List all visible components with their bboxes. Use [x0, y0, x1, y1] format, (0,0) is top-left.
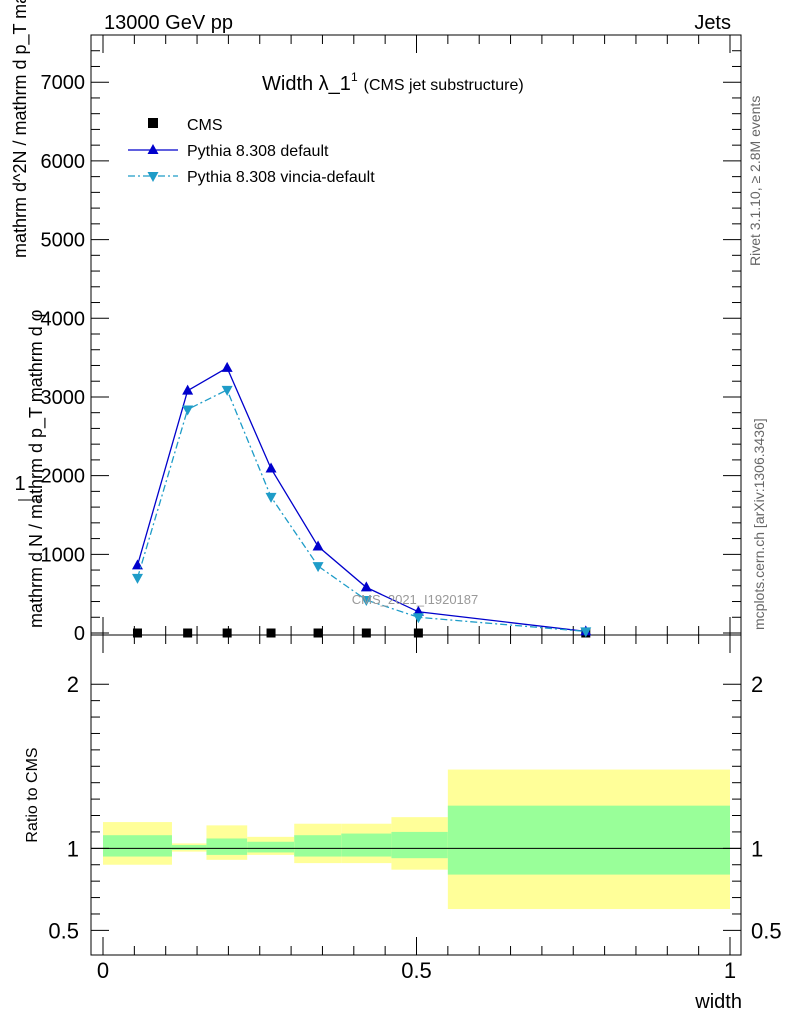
cms-data-point — [266, 628, 276, 638]
vincia-data-point — [182, 405, 194, 416]
main-y-tick-label: 5000 — [41, 230, 86, 252]
ratio-y-tick-label-right: 2 — [751, 672, 763, 697]
vincia-data-point — [412, 613, 424, 624]
series-group — [131, 361, 592, 638]
vincia-data-point — [360, 595, 372, 606]
legend-default-marker — [147, 144, 159, 154]
legend-vincia-label: Pythia 8.308 vincia-default — [187, 169, 375, 186]
cms-data-point — [132, 628, 142, 638]
legend-cms-label: CMS — [187, 117, 223, 134]
main-y-tick-label: 0 — [74, 623, 85, 645]
header-right: Jets — [694, 12, 731, 34]
ratio-y-label: Ratio to CMS — [24, 747, 41, 842]
default-data-point — [182, 384, 194, 395]
vincia-data-point — [265, 492, 277, 503]
main-y-tick-label: 1000 — [41, 544, 86, 566]
ratio-y-axis: 0.5 0.5 1 1 2 2 — [48, 672, 781, 943]
ratio-green-band — [103, 835, 172, 857]
ratio-green-band — [206, 838, 248, 855]
x-tick-label: 0 — [97, 958, 109, 983]
main-y-tick-label: 4000 — [41, 308, 86, 330]
main-y-tick-label: 7000 — [41, 72, 86, 94]
ratio-y-tick-label: 1 — [67, 836, 79, 861]
ratio-green-band — [391, 831, 448, 859]
vincia-data-point — [312, 562, 324, 573]
ratio-green-band — [171, 845, 207, 850]
main-y-axis: 0 1000 2000 3000 4000 5000 6000 7000 — [41, 34, 741, 645]
vincia-data-point — [580, 627, 592, 638]
rivet-label: Rivet 3.1.10, ≥ 2.8M events — [747, 96, 763, 266]
ratio-y-tick-label: 2 — [67, 672, 79, 697]
cms-data-point — [183, 628, 193, 638]
main-y-label: 1 mathrm d N / mathrm d p_T mathrm d φ m… — [10, 0, 47, 628]
vincia-data-point — [131, 573, 143, 584]
ratio-green-band — [447, 805, 730, 875]
cms-data-point — [222, 628, 232, 638]
default-data-point — [412, 605, 424, 616]
ratio-green-band — [294, 835, 342, 857]
main-y-tick-label: 2000 — [41, 466, 86, 488]
y-label-numerator: 1 — [14, 473, 25, 495]
default-data-point — [360, 581, 372, 592]
ratio-green-band — [341, 833, 392, 857]
analysis-watermark: CMS_2021_I1920187 — [352, 592, 479, 607]
series-line-1 — [136, 366, 586, 633]
plot-title-main: Width λ_1 — [262, 73, 351, 95]
plot-title-sup: 1 — [351, 70, 358, 84]
legend-default-label: Pythia 8.308 default — [187, 143, 329, 160]
y-label-right-part: mathrm d^2N / mathrm d p_T mathrm d lamb… — [10, 0, 31, 258]
ratio-bands — [103, 769, 730, 910]
y-label-denominator: mathrm d N / mathrm d p_T mathrm d φ — [26, 310, 47, 628]
default-data-point — [312, 540, 324, 551]
cms-data-point — [413, 628, 423, 638]
main-y-tick-label: 3000 — [41, 387, 86, 409]
x-tick-label: 0.5 — [401, 958, 432, 983]
default-data-point — [265, 462, 277, 473]
ratio-green-band — [247, 841, 295, 853]
header-left: 13000 GeV pp — [104, 12, 233, 34]
cms-data-point — [313, 628, 323, 638]
ratio-y-tick-label-right: 0.5 — [751, 918, 782, 943]
legend: CMS Pythia 8.308 default Pythia 8.308 vi… — [128, 117, 375, 186]
plot-title: Width λ_11 (CMS jet substructure) — [262, 70, 524, 95]
series-line-2 — [136, 389, 586, 633]
default-data-point — [131, 559, 143, 570]
plot-title-sub: (CMS jet substructure) — [364, 77, 524, 94]
mcplots-label: mcplots.cern.ch [arXiv:1306.3436] — [751, 418, 767, 630]
default-data-point — [221, 361, 233, 372]
x-axis: 0 0.5 1 — [97, 35, 736, 983]
ratio-y-tick-label: 0.5 — [48, 918, 79, 943]
ratio-y-tick-label-right: 1 — [751, 836, 763, 861]
legend-cms-marker — [148, 118, 158, 128]
main-y-tick-label: 6000 — [41, 151, 86, 173]
cms-data-point — [361, 628, 371, 638]
vincia-data-point — [221, 385, 233, 396]
x-axis-label: width — [694, 991, 742, 1013]
legend-vincia-marker — [147, 172, 159, 182]
x-tick-label: 1 — [724, 958, 736, 983]
